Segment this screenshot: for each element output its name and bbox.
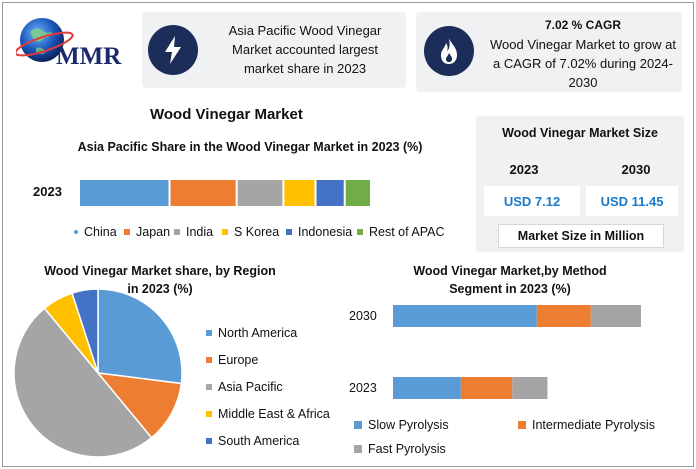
legend-label: Rest of APAC bbox=[369, 225, 445, 239]
legend-swatch bbox=[222, 229, 228, 235]
legend-label: India bbox=[186, 225, 214, 239]
method-legend-fast-pyrolysis: Fast Pyrolysis bbox=[354, 442, 446, 456]
globe-icon bbox=[16, 18, 74, 62]
legend-label: Intermediate Pyrolysis bbox=[532, 418, 655, 432]
legend-label: Indonesia bbox=[298, 225, 353, 239]
cagr-text: Wood Vinegar Market to grow at a CAGR of… bbox=[490, 37, 676, 90]
apac-bar-china bbox=[80, 180, 169, 206]
apac-legend-china: China bbox=[74, 225, 117, 239]
method-bar-2030-intermediate-pyrolysis bbox=[536, 305, 591, 327]
method-category-label-2023: 2023 bbox=[349, 381, 377, 395]
method-bar-2023-fast-pyrolysis bbox=[512, 377, 548, 399]
pie-slice-europe bbox=[96, 372, 183, 439]
legend-swatch bbox=[74, 230, 78, 234]
legend-swatch bbox=[206, 384, 212, 390]
apac-bar-rest-of-apac bbox=[345, 180, 370, 206]
legend-swatch bbox=[206, 357, 212, 363]
legend-swatch bbox=[206, 438, 212, 444]
pie-legend-south-america: South America bbox=[206, 434, 299, 448]
apac-bar-s-korea bbox=[284, 180, 315, 206]
apac-legend-indonesia: Indonesia bbox=[286, 225, 352, 239]
market-size-year-2030: 2030 bbox=[621, 162, 651, 177]
legend-swatch bbox=[206, 330, 212, 336]
method-stacked-bars bbox=[393, 305, 641, 399]
market-size-panel: Wood Vinegar Market Size 2023 2030 USD 7… bbox=[476, 116, 684, 252]
flame-icon bbox=[424, 26, 474, 76]
method-bar-2030-fast-pyrolysis bbox=[590, 305, 641, 327]
method-bar-2030-slow-pyrolysis bbox=[393, 305, 537, 327]
method-legend-slow-pyrolysis: Slow Pyrolysis bbox=[354, 418, 449, 432]
legend-swatch bbox=[518, 421, 526, 429]
legend-swatch bbox=[354, 445, 362, 453]
method-chart-title: Wood Vinegar Market,by Method Segment in… bbox=[413, 264, 607, 296]
main-title: Wood Vinegar Market bbox=[150, 106, 303, 123]
apac-legend-rest-of-apac: Rest of APAC bbox=[357, 225, 445, 239]
method-legend-intermediate-pyrolysis: Intermediate Pyrolysis bbox=[518, 418, 655, 432]
market-size-year-2023: 2023 bbox=[509, 162, 539, 177]
pie-legend-middle-east-africa: Middle East & Africa bbox=[206, 407, 330, 421]
apac-bar-japan bbox=[170, 180, 236, 206]
pie-slice-asia-pacific bbox=[13, 307, 153, 458]
apac-bar-indonesia bbox=[316, 180, 344, 206]
legend-swatch bbox=[124, 229, 130, 235]
market-size-value-2030: USD 11.45 bbox=[586, 186, 678, 216]
info-card-share: Asia Pacific Wood Vinegar Market account… bbox=[142, 12, 406, 88]
legend-label: Japan bbox=[136, 225, 171, 239]
apac-legend-japan: Japan bbox=[124, 225, 170, 239]
apac-legend-s-korea: S Korea bbox=[222, 225, 279, 239]
pie-legend-europe: Europe bbox=[206, 353, 258, 367]
pie-slice-north-america bbox=[97, 288, 183, 385]
legend-label: S Korea bbox=[234, 225, 280, 239]
lightning-icon bbox=[148, 25, 198, 75]
market-size-unit: Market Size in Million bbox=[498, 224, 664, 248]
method-category-label-2030: 2030 bbox=[349, 309, 377, 323]
apac-category-label: 2023 bbox=[33, 184, 62, 199]
legend-label: Asia Pacific bbox=[218, 380, 283, 394]
info-card-cagr-body: 7.02 % CAGR Wood Vinegar Market to grow … bbox=[488, 16, 678, 92]
apac-stacked-bar bbox=[80, 180, 370, 206]
mmr-logo: MMR bbox=[10, 10, 140, 80]
legend-label: Middle East & Africa bbox=[218, 407, 330, 421]
legend-swatch bbox=[206, 411, 212, 417]
legend-label: Europe bbox=[218, 353, 259, 367]
logo-text: MMR bbox=[56, 43, 122, 70]
legend-swatch bbox=[357, 229, 363, 235]
info-card-cagr: 7.02 % CAGR Wood Vinegar Market to grow … bbox=[416, 12, 682, 92]
legend-label: China bbox=[84, 225, 117, 239]
pie-legend-asia-pacific: Asia Pacific bbox=[206, 380, 283, 394]
market-size-title: Wood Vinegar Market Size bbox=[502, 126, 658, 140]
legend-label: South America bbox=[218, 434, 300, 448]
cagr-title: 7.02 % CAGR bbox=[544, 18, 622, 32]
region-pie-chart bbox=[13, 288, 183, 458]
legend-label: North America bbox=[218, 326, 298, 340]
market-size-value-2023: USD 7.12 bbox=[484, 186, 580, 216]
legend-swatch bbox=[354, 421, 362, 429]
apac-chart-title: Asia Pacific Share in the Wood Vinegar M… bbox=[77, 140, 423, 154]
method-bar-2023-slow-pyrolysis bbox=[393, 377, 461, 399]
apac-legend-india: India bbox=[174, 225, 213, 239]
legend-label: Slow Pyrolysis bbox=[368, 418, 449, 432]
legend-swatch bbox=[174, 229, 180, 235]
pie-slice-south-america bbox=[71, 288, 99, 374]
info-card-share-text: Asia Pacific Wood Vinegar Market account… bbox=[228, 23, 382, 76]
method-bar-2023-intermediate-pyrolysis bbox=[460, 377, 513, 399]
pie-legend-north-america: North America bbox=[206, 326, 297, 340]
legend-swatch bbox=[286, 229, 292, 235]
apac-bar-india bbox=[237, 180, 283, 206]
region-chart-title: Wood Vinegar Market share, by Region in … bbox=[44, 264, 276, 296]
legend-label: Fast Pyrolysis bbox=[368, 442, 446, 456]
